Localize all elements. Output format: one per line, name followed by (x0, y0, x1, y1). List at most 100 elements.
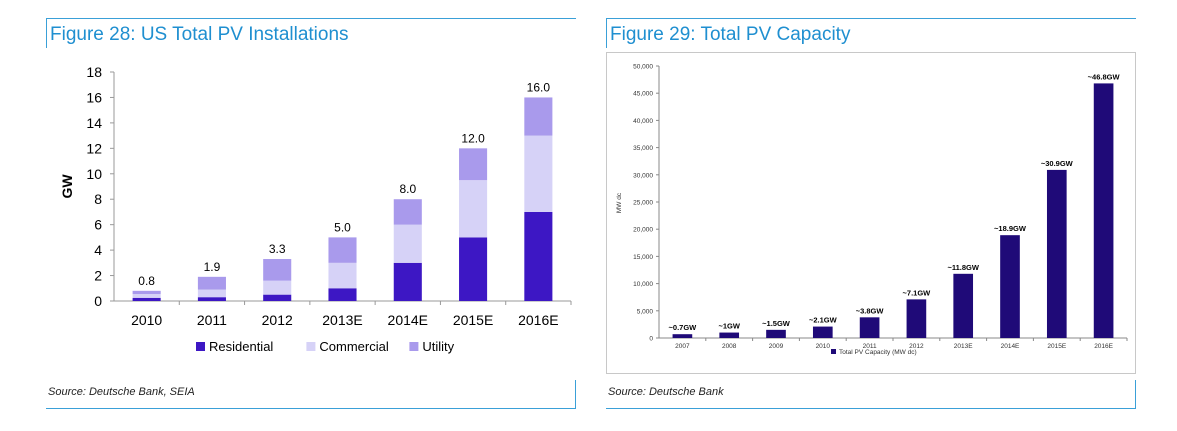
bar-residential-2012 (263, 294, 292, 301)
figure-29-svg: 0 5,000 10,000 15,000 20,000 25,000 30,000 35,0… (616, 64, 1128, 356)
bar-residential-2013E (328, 288, 357, 301)
bar-2008 (719, 332, 740, 338)
x-tick-label: 2016E (1094, 343, 1113, 350)
figure-29-right-rule (1135, 380, 1136, 409)
bar-data-label: ~3.8GW (856, 306, 885, 315)
x-tick-label: 2015E (453, 312, 493, 328)
y-tick-label: 0 (649, 336, 653, 343)
bar-2014E (1000, 235, 1020, 338)
bar-data-label: ~46.8GW (1088, 72, 1121, 81)
figure-28-panel: Figure 28: US Total PV Installations 0 2 4… (46, 18, 576, 410)
bar-residential-2011 (197, 297, 226, 301)
y-tick-label: 2 (94, 268, 102, 284)
total-data-label: 5.0 (334, 220, 351, 234)
x-tick-label: 2014E (1001, 343, 1020, 350)
legend-label: Total PV Capacity (MW dc) (839, 349, 917, 356)
y-tick-label: 10,000 (633, 281, 653, 288)
y-tick-label: 35,000 (633, 145, 653, 152)
bar-2007 (672, 334, 693, 338)
y-tick-label: 14 (86, 115, 102, 131)
y-tick-label: 0 (94, 293, 102, 309)
y-tick-label: 4 (94, 242, 102, 258)
x-tick-label: 2013E (954, 343, 973, 350)
bar-residential-2016E (524, 211, 553, 301)
bar-residential-2015E (459, 237, 488, 301)
x-tick-label: 2007 (675, 343, 690, 350)
total-data-label: 8.0 (399, 182, 416, 196)
legend-swatch-utility (409, 342, 419, 351)
bar-2009 (766, 329, 786, 338)
bar-2016E (1093, 83, 1114, 339)
figure-29-chart: 0 5,000 10,000 15,000 20,000 25,000 30,000 35,0… (606, 52, 1136, 374)
x-tick-label: 2008 (722, 343, 737, 350)
y-tick-label: 10 (86, 166, 102, 182)
bar-2010 (812, 326, 833, 338)
bar-data-label: ~18.9GW (994, 224, 1027, 233)
y-tick-label: 6 (94, 217, 102, 233)
bar-utility-2013E (328, 237, 357, 263)
y-tick-label: 40,000 (633, 118, 653, 125)
figure-28-right-rule (575, 380, 576, 409)
bar-utility-2012 (263, 259, 292, 281)
figure-28-top-rule (46, 18, 576, 19)
total-data-label: 1.9 (204, 260, 221, 274)
bar-utility-2010 (132, 290, 161, 295)
y-tick-label: 50,000 (633, 64, 653, 71)
bar-utility-2016E (524, 97, 553, 136)
legend-swatch (831, 349, 836, 354)
total-data-label: 16.0 (527, 80, 551, 94)
y-tick-label: 16 (86, 89, 102, 105)
bar-2011 (859, 317, 880, 338)
y-tick-label: 20,000 (633, 227, 653, 234)
legend-swatch-commercial (306, 342, 316, 351)
bar-data-label: ~7.1GW (903, 288, 932, 297)
bar-commercial-2016E (524, 135, 553, 212)
figure-29-bottom-rule (606, 408, 1136, 409)
figure-28-bottom-rule (46, 408, 576, 409)
bar-commercial-2013E (328, 262, 357, 289)
figure-28-source: Source: Deutsche Bank, SEIA (48, 386, 195, 398)
x-tick-label: 2010 (131, 312, 162, 328)
y-tick-label: 18 (86, 64, 102, 80)
figure-29-top-rule (606, 18, 1136, 19)
bar-2015E (1046, 169, 1067, 338)
x-tick-label: 2011 (863, 343, 877, 350)
figure-28-title: Figure 28: US Total PV Installations (50, 24, 349, 45)
figure-28-svg: 0 2 4 6 8 10 12 14 16 18 GW 0.8 2010 1.9 2011 3.3 2012 5.… (59, 64, 572, 354)
x-tick-label: 2009 (769, 343, 784, 350)
bar-2013E (953, 273, 974, 338)
legend-label-commercial: Commercial (319, 339, 388, 354)
y-tick-label: 45,000 (633, 91, 653, 98)
y-tick-label: 5,000 (637, 308, 654, 315)
x-tick-label: 2011 (197, 312, 227, 328)
y-axis-label: GW (59, 174, 75, 199)
x-tick-label: 2012 (262, 312, 293, 328)
bar-data-label: ~11.8GW (947, 263, 979, 272)
y-tick-label: 8 (94, 191, 102, 207)
bar-utility-2015E (459, 148, 488, 181)
bar-residential-2014E (393, 262, 422, 301)
y-tick-label: 12 (86, 140, 102, 156)
figure-29-source: Source: Deutsche Bank (608, 386, 724, 398)
bar-data-label: ~30.9GW (1041, 159, 1074, 168)
total-data-label: 12.0 (461, 131, 485, 145)
legend-swatch-residential (196, 342, 205, 351)
figure-28-chart: 0 2 4 6 8 10 12 14 16 18 GW 0.8 2010 1.9 2011 3.3 2012 5.… (46, 52, 576, 374)
bar-commercial-2015E (459, 180, 488, 238)
bar-data-label: ~0.7GW (669, 323, 698, 332)
bar-commercial-2012 (263, 280, 292, 295)
y-tick-label: 15,000 (633, 254, 653, 261)
x-tick-label: 2015E (1047, 343, 1066, 350)
x-tick-label: 2014E (388, 312, 428, 328)
y-tick-label: 25,000 (633, 200, 653, 207)
total-data-label: 3.3 (269, 242, 286, 256)
x-tick-label: 2016E (518, 312, 558, 328)
y-axis-label: MW dc (616, 192, 623, 213)
legend-label-utility: Utility (422, 339, 454, 354)
bar-data-label: ~1GW (718, 322, 740, 331)
total-data-label: 0.8 (138, 274, 155, 288)
x-tick-label: 2010 (816, 343, 831, 350)
bar-commercial-2011 (197, 289, 226, 298)
legend-label-residential: Residential (209, 339, 273, 354)
bar-commercial-2014E (393, 224, 422, 263)
